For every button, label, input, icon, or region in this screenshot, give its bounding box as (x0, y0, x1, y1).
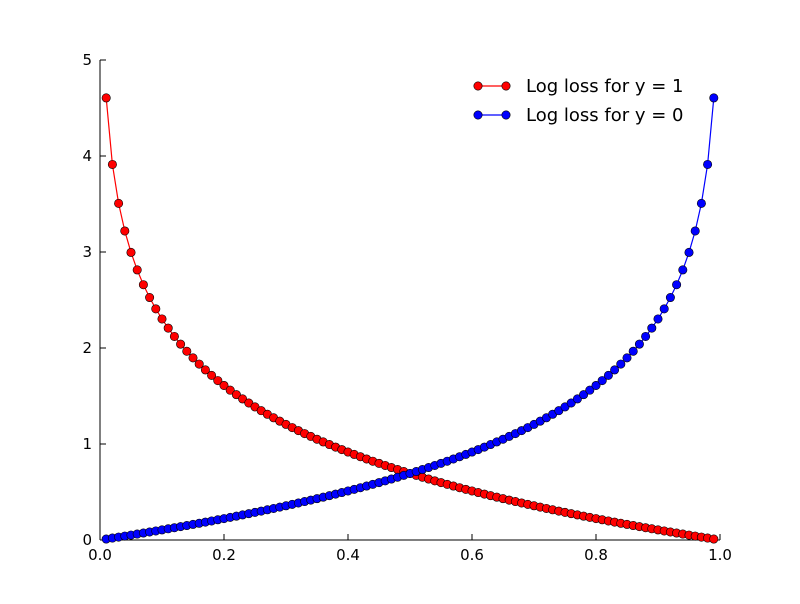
legend-marker (473, 81, 483, 91)
data-point (120, 226, 130, 236)
x-tick-label: 0.0 (88, 546, 112, 564)
data-point (182, 346, 192, 356)
data-point (641, 331, 651, 341)
data-point (138, 280, 148, 290)
data-point (114, 198, 124, 208)
data-point (126, 247, 136, 257)
data-point (690, 226, 700, 236)
data-point (238, 394, 248, 404)
data-point (207, 370, 217, 380)
y-tick-label: 0 (82, 531, 92, 549)
data-point (603, 370, 613, 380)
data-point (610, 365, 620, 375)
data-point (200, 365, 210, 375)
data-point (672, 280, 682, 290)
data-point (213, 376, 223, 386)
x-tick-label: 0.4 (336, 546, 360, 564)
legend-item: Log loss for y = 0 (473, 105, 683, 126)
data-point (176, 339, 186, 349)
data-point (157, 314, 167, 324)
data-point (678, 265, 688, 275)
y-tick-label: 4 (82, 147, 92, 165)
x-tick-label: 0.6 (460, 546, 484, 564)
data-point (622, 353, 632, 363)
axes: 0.0 0.2 0.4 0.6 0.8 1.0 0 1 2 3 4 5 (82, 51, 731, 564)
data-point (566, 398, 576, 408)
data-point (132, 265, 142, 275)
data-point (616, 359, 626, 369)
data-point (665, 293, 675, 303)
data-point (634, 339, 644, 349)
data-point (597, 376, 607, 386)
data-point (231, 390, 241, 400)
data-point (101, 93, 111, 103)
legend: Log loss for y = 1 Log loss for y = 0 (473, 76, 683, 126)
series-0 (101, 93, 719, 544)
x-tick-label: 0.2 (212, 546, 236, 564)
data-point (647, 323, 657, 333)
data-point (163, 323, 173, 333)
legend-marker (473, 110, 483, 120)
legend-item: Log loss for y = 1 (473, 76, 683, 97)
data-point (107, 159, 117, 169)
data-point (696, 198, 706, 208)
data-point (684, 247, 694, 257)
data-point (151, 304, 161, 314)
data-point (591, 380, 601, 390)
y-tick-label: 1 (82, 435, 92, 453)
data-point (145, 293, 155, 303)
data-point (169, 331, 179, 341)
data-point (579, 390, 589, 400)
data-point (659, 304, 669, 314)
series-1 (101, 93, 719, 544)
data-point (703, 159, 713, 169)
data-point (709, 93, 719, 103)
series-layer (101, 93, 719, 544)
data-point (225, 385, 235, 395)
x-tick-label: 0.8 (584, 546, 608, 564)
data-point (194, 359, 204, 369)
x-tick-label: 1.0 (708, 546, 732, 564)
legend-label: Log loss for y = 0 (526, 105, 683, 126)
y-tick-label: 2 (82, 339, 92, 357)
data-point (219, 380, 229, 390)
data-point (653, 314, 663, 324)
data-point (628, 346, 638, 356)
legend-marker (501, 110, 511, 120)
data-point (572, 394, 582, 404)
y-tick-label: 3 (82, 243, 92, 261)
data-point (585, 385, 595, 395)
y-tick-label: 5 (82, 51, 92, 69)
data-point (709, 534, 719, 544)
legend-marker (501, 81, 511, 91)
data-point (188, 353, 198, 363)
legend-label: Log loss for y = 1 (526, 76, 683, 97)
